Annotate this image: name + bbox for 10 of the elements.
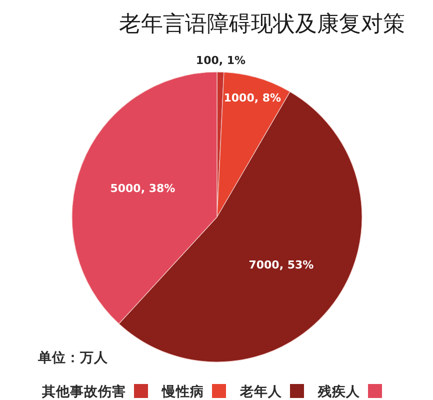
data-label: 1000, 8%	[224, 91, 282, 104]
legend-label: 残疾人	[317, 383, 361, 400]
legend-label: 老年人	[239, 384, 283, 400]
data-label: 5000, 38%	[110, 182, 176, 196]
chart-title: 老年言语障碍现状及康复对策	[119, 12, 405, 37]
legend-label: 慢性病	[161, 383, 204, 400]
data-label: 7000, 53%	[248, 258, 314, 272]
legend-label: 其他事故伤害	[41, 383, 126, 400]
data-label: 100, 1%	[196, 54, 246, 68]
text: 单位：万人	[37, 350, 109, 366]
